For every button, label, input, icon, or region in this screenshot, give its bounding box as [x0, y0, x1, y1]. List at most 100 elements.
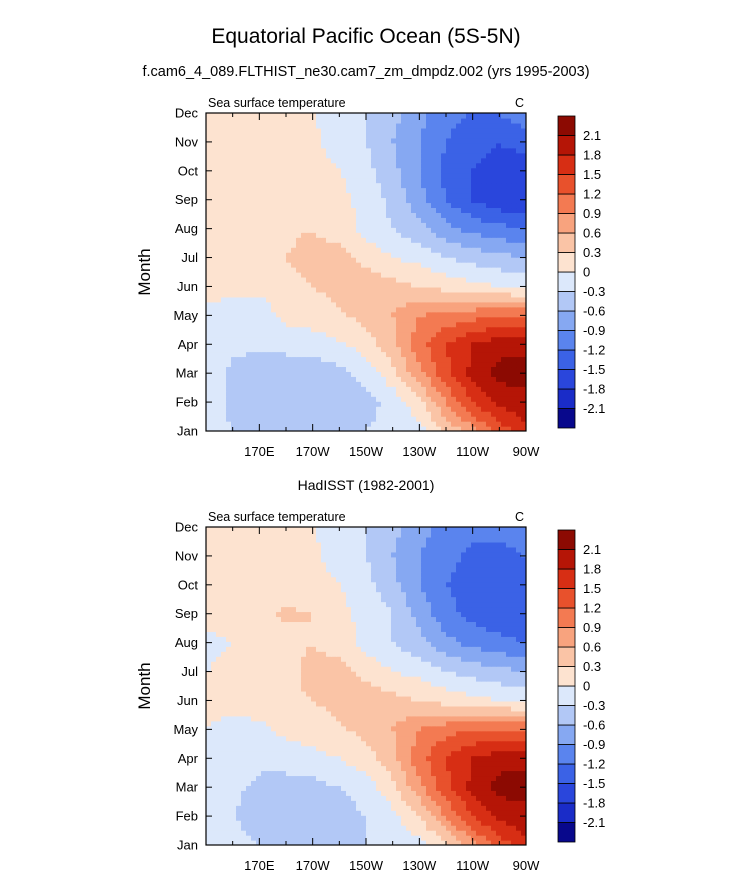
sst-cell: [356, 311, 362, 318]
sst-cell: [491, 346, 497, 353]
sst-cell: [511, 122, 517, 129]
sst-cell: [291, 316, 297, 323]
sst-cell: [281, 356, 287, 363]
sst-cell: [281, 113, 287, 119]
sst-cell: [346, 316, 352, 323]
sst-cell: [301, 207, 307, 213]
sst-cell: [266, 113, 272, 119]
sst-cell: [501, 113, 507, 119]
sst-cell: [306, 147, 312, 154]
sst-cell: [221, 790, 227, 796]
sst-cell: [316, 197, 322, 204]
sst-cell: [506, 426, 512, 431]
sst-cell: [301, 232, 307, 238]
sst-cell: [306, 197, 312, 204]
sst-cell: [436, 326, 442, 333]
sst-cell: [406, 212, 412, 218]
sst-cell: [226, 381, 232, 387]
sst-cell: [466, 167, 472, 174]
sst-cell: [261, 830, 267, 836]
sst-cell: [456, 391, 462, 397]
sst-cell: [421, 286, 427, 293]
sst-cell: [471, 336, 477, 343]
sst-cell: [466, 381, 472, 387]
sst-cell: [261, 301, 267, 308]
sst-cell: [306, 117, 312, 124]
sst-cell: [256, 162, 262, 169]
sst-cell: [286, 800, 292, 806]
sst-cell: [476, 406, 482, 412]
sst-cell: [476, 795, 482, 801]
sst-cell: [326, 137, 332, 144]
sst-cell: [301, 835, 307, 841]
sst-cell: [331, 252, 337, 258]
sst-cell: [386, 262, 392, 268]
sst-cell: [461, 366, 467, 372]
sst-cell: [386, 391, 392, 397]
sst-cell: [286, 366, 292, 372]
sst-cell: [236, 366, 242, 372]
sst-cell: [381, 281, 387, 288]
sst-cell: [351, 406, 357, 412]
sst-cell: [506, 147, 512, 154]
sst-cell: [416, 835, 422, 841]
sst-cell: [321, 122, 327, 129]
sst-cell: [491, 127, 497, 134]
sst-cell: [441, 137, 447, 144]
sst-cell: [511, 401, 517, 407]
sst-cell: [406, 281, 412, 288]
sst-cell: [226, 830, 232, 836]
sst-cell: [291, 396, 297, 402]
sst-cell: [471, 840, 477, 845]
sst-cell: [271, 272, 277, 278]
sst-cell: [356, 361, 362, 368]
sst-cell: [481, 805, 487, 811]
sst-cell: [216, 800, 222, 806]
sst-cell: [221, 396, 227, 402]
sst-cell: [276, 326, 282, 333]
sst-cell: [341, 147, 347, 154]
sst-cell: [416, 331, 422, 338]
sst-cell: [316, 426, 322, 431]
sst-cell: [406, 346, 412, 353]
sst-cell: [336, 296, 342, 303]
sst-cell: [396, 820, 402, 826]
sst-cell: [466, 113, 472, 119]
sst-cell: [426, 113, 432, 119]
sst-cell: [471, 426, 477, 431]
sst-cell: [486, 122, 492, 129]
sst-cell: [441, 167, 447, 174]
sst-cell: [281, 122, 287, 129]
sst-cell: [426, 132, 432, 139]
sst-cell: [251, 416, 257, 422]
sst-cell: [496, 406, 502, 412]
sst-cell: [321, 232, 327, 238]
sst-cell: [466, 187, 472, 194]
sst-cell: [251, 381, 257, 387]
sst-cell: [386, 157, 392, 164]
sst-cell: [501, 147, 507, 154]
sst-cell: [366, 187, 372, 194]
sst-cell: [421, 346, 427, 353]
sst-cell: [296, 780, 302, 786]
sst-cell: [241, 177, 247, 184]
sst-cell: [476, 202, 482, 209]
sst-cell: [506, 242, 512, 248]
sst-cell: [311, 411, 317, 417]
sst-cell: [221, 785, 227, 791]
sst-cell: [421, 421, 427, 427]
sst-cell: [216, 810, 222, 816]
sst-cell: [471, 172, 477, 179]
sst-cell: [346, 286, 352, 293]
sst-cell: [486, 172, 492, 179]
sst-cell: [521, 810, 526, 816]
sst-cell: [496, 192, 502, 199]
sst-cell: [226, 132, 232, 139]
sst-cell: [306, 835, 312, 841]
sst-cell: [491, 187, 497, 194]
sst-cell: [496, 396, 502, 402]
sst-cell: [446, 286, 452, 293]
sst-cell: [431, 381, 437, 387]
sst-cell: [481, 202, 487, 209]
sst-cell: [521, 346, 526, 353]
